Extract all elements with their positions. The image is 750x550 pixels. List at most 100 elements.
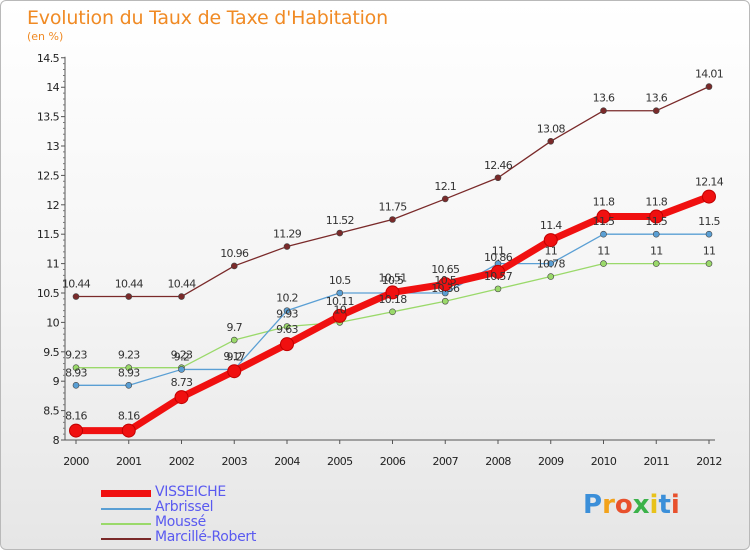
data-label: 13.6 [593, 92, 615, 105]
data-label: 10.5 [329, 274, 351, 287]
data-label: 11 [703, 245, 716, 258]
data-label: 10.57 [484, 270, 513, 283]
data-point [389, 308, 396, 316]
data-point [336, 289, 344, 297]
data-point [494, 285, 502, 293]
data-point [336, 229, 344, 237]
legend: VISSEICHE Arbrissel Moussé Marcillé-Robert [101, 484, 301, 546]
legend-item: VISSEICHE [101, 484, 301, 501]
data-label: 8.93 [65, 366, 87, 379]
chart-subtitle: (en %) [27, 30, 64, 43]
data-point [596, 209, 611, 224]
data-point [121, 423, 136, 438]
data-label: 8.73 [171, 376, 193, 389]
data-point [283, 323, 291, 330]
legend-swatch [101, 490, 151, 497]
series-lines [69, 83, 716, 438]
data-label: 11.5 [698, 215, 720, 228]
data-point [438, 277, 453, 292]
data-point [69, 423, 83, 438]
data-label: 10.36 [431, 282, 460, 295]
data-label: 11 [492, 245, 505, 258]
y-tick-label: 11 [46, 258, 59, 271]
data-label: 11 [650, 245, 663, 258]
x-tick-label: 2006 [380, 455, 406, 468]
data-point [389, 216, 396, 223]
data-point [705, 230, 713, 238]
data-label: 11.8 [645, 196, 667, 209]
data-label: 9.17 [223, 350, 245, 363]
legend-label: VISSEICHE [155, 484, 226, 500]
logo-letter: t [658, 490, 671, 520]
axes: 8 8.5 9 9.5 10 10.5 11 11.5 12 12.5 13 13.5 14 14.5 20… [37, 52, 722, 468]
legend-label: Marcillé-Robert [155, 529, 257, 545]
y-tick-label: 8.5 [43, 405, 59, 418]
y-tick-label: 12.5 [37, 169, 60, 182]
data-label: 10.86 [484, 251, 513, 264]
data-point [600, 107, 607, 115]
data-point [230, 262, 238, 270]
x-tick-label: 2007 [432, 455, 458, 468]
data-label: 10.44 [168, 278, 197, 291]
data-point [652, 107, 660, 115]
x-tick-label: 2009 [538, 455, 564, 468]
data-label: 10.96 [220, 247, 249, 260]
data-label: 11.75 [379, 201, 408, 214]
data-point [283, 307, 291, 314]
data-point [702, 189, 716, 204]
x-tick-label: 2000 [63, 455, 89, 468]
data-label: 9.7 [227, 321, 243, 334]
data-label: 12.46 [484, 159, 513, 172]
data-point [283, 243, 291, 250]
logo-letter: r [602, 490, 615, 520]
data-label: 10.44 [115, 278, 144, 291]
data-label: 11.5 [593, 215, 615, 228]
data-label: 10.65 [431, 263, 460, 276]
chart-title: Evolution du Taux de Taxe d'Habitation [27, 7, 388, 29]
data-point [227, 364, 242, 379]
data-label: 10.11 [326, 295, 354, 308]
data-point [125, 364, 133, 371]
data-label: 11.5 [645, 215, 667, 228]
data-point [230, 336, 238, 344]
data-label: 11.8 [593, 196, 615, 209]
legend-item: Arbrissel [101, 499, 301, 516]
x-tick-label: 2003 [221, 455, 247, 468]
legend-swatch [101, 508, 151, 510]
data-point [72, 364, 80, 371]
data-label: 8.16 [65, 410, 87, 423]
proxiti-logo: Proxiti [583, 490, 680, 520]
data-label: 11.4 [540, 219, 562, 232]
data-label: 10.5 [382, 274, 404, 287]
data-point [600, 230, 607, 238]
data-label: 8.93 [118, 366, 140, 379]
y-tick-label: 12 [46, 199, 59, 212]
data-point [441, 195, 449, 203]
data-point [178, 366, 185, 373]
y-tick-label: 14 [46, 81, 59, 94]
data-label: 14.01 [695, 68, 723, 81]
data-point [547, 137, 555, 145]
data-label: 9.23 [65, 349, 87, 362]
logo-letter: o [614, 490, 633, 520]
data-label: 8.16 [118, 410, 140, 423]
data-label: 12.14 [695, 176, 724, 189]
data-label: 11 [597, 245, 610, 258]
x-tick-label: 2005 [327, 455, 353, 468]
data-point [705, 260, 713, 267]
y-tick-label: 13 [46, 140, 59, 153]
data-point [280, 337, 294, 352]
data-label: 9.93 [276, 308, 298, 321]
y-tick-label: 8 [53, 434, 60, 447]
data-point [705, 83, 713, 90]
data-label: 10 [333, 303, 346, 316]
data-label: 10.2 [276, 292, 298, 305]
data-point [547, 260, 555, 267]
legend-swatch [101, 523, 151, 525]
data-point [125, 293, 133, 300]
data-label: 13.08 [537, 122, 566, 135]
data-label: 12.1 [434, 180, 456, 193]
data-label: 11.52 [326, 214, 354, 227]
data-point [652, 260, 660, 267]
